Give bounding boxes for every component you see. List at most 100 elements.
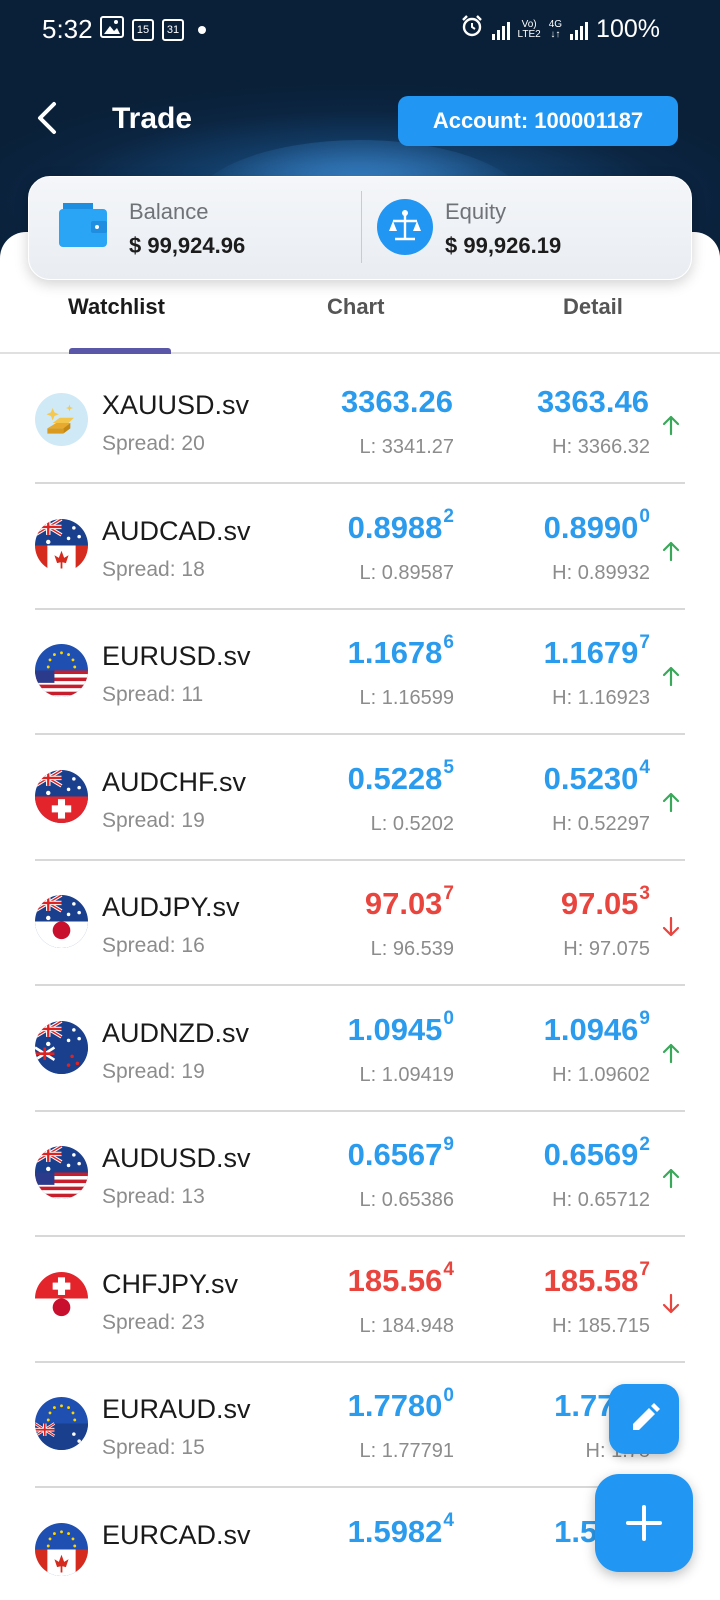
symbol-name: AUDJPY.sv: [102, 892, 240, 923]
signal-icon: [492, 20, 510, 40]
status-bar: 5:32 15 31 Vo) LTE2 4G ↓↑ 100%: [0, 0, 720, 60]
arrow-down-icon: [661, 916, 681, 938]
symbol-flag-icon: [35, 1272, 88, 1325]
back-arrow-icon: [30, 98, 66, 138]
symbol-name: EURAUD.sv: [102, 1394, 251, 1425]
ask-price: 97.053: [561, 886, 650, 922]
tab-detail[interactable]: Detail: [563, 294, 623, 320]
symbol-name: CHFJPY.sv: [102, 1269, 238, 1300]
arrow-up-icon: [661, 540, 681, 562]
ask-price: 1.09469: [544, 1012, 650, 1048]
bid-price-pip: 5: [443, 757, 454, 778]
volte-label: Vo): [518, 20, 541, 30]
arrow-up-icon: [661, 665, 681, 687]
back-button[interactable]: [30, 98, 66, 138]
status-right-icons: Vo) LTE2 4G ↓↑ 100%: [460, 14, 660, 45]
bid-price: 1.09450: [348, 1012, 454, 1048]
high-price: H: 0.89932: [552, 562, 650, 585]
equity-scale-icon: [377, 199, 433, 255]
edit-button[interactable]: [609, 1384, 679, 1454]
spread-value: Spread: 20: [102, 432, 205, 456]
bid-price-pip: 7: [443, 883, 454, 904]
account-button[interactable]: Account: 100001187: [398, 96, 678, 146]
symbol-name: AUDNZD.sv: [102, 1018, 249, 1049]
image-icon: [100, 16, 124, 43]
bid-price: 1.16786: [348, 635, 454, 671]
bid-price-main: 1.0945: [348, 1012, 443, 1047]
bid-price: 3363.26: [341, 384, 454, 420]
balance-value: $ 99,924.96: [129, 233, 245, 259]
watchlist-row[interactable]: XAUUSD.sv Spread: 20 3363.26 3363.46 L: 3341…: [0, 356, 720, 484]
bid-price-pip: 0: [443, 1385, 454, 1406]
signal-icon: [570, 20, 588, 40]
tab-indicator: [69, 348, 171, 354]
ask-price-pip: 7: [639, 632, 650, 653]
low-price: L: 1.09419: [359, 1064, 454, 1087]
ask-price-pip: 2: [639, 1134, 650, 1155]
low-price: L: 3341.27: [359, 436, 454, 459]
low-price: L: 0.65386: [359, 1189, 454, 1212]
high-price: H: 97.075: [563, 938, 650, 961]
bid-price-main: 97.03: [365, 886, 443, 921]
bid-price-main: 0.5228: [348, 761, 443, 796]
tab-watchlist[interactable]: Watchlist: [68, 294, 165, 320]
ask-price-main: 1.1679: [544, 635, 639, 670]
watchlist-row[interactable]: CHFJPY.sv Spread: 23 185.564 185.587 L: 184.…: [0, 1235, 720, 1363]
watchlist-row[interactable]: AUDUSD.sv Spread: 13 0.65679 0.65692 L: 0.65…: [0, 1109, 720, 1237]
calendar-31-icon: 31: [162, 19, 184, 41]
balance-label: Balance: [129, 199, 209, 225]
watchlist-row[interactable]: AUDNZD.sv Spread: 19 1.09450 1.09469 L: 1.09…: [0, 984, 720, 1112]
balance-card: Balance $ 99,924.96 Equity $ 99,926.19: [28, 176, 692, 280]
bid-price: 1.77800: [348, 1388, 454, 1424]
arrow-up-icon: [661, 1042, 681, 1064]
4g-icon: 4G ↓↑: [549, 20, 562, 40]
symbol-flag-icon: [35, 644, 88, 697]
status-time: 5:32: [42, 14, 93, 45]
high-price: H: 1.16923: [552, 687, 650, 710]
alarm-icon: [460, 14, 484, 45]
spread-value: Spread: 23: [102, 1311, 205, 1335]
bid-price-pip: 4: [443, 1259, 454, 1280]
tab-bar: Watchlist Chart Detail: [0, 290, 720, 354]
lte-label: LTE2: [518, 30, 541, 40]
notification-dot-icon: [198, 26, 206, 34]
ask-price-main: 1.0946: [544, 1012, 639, 1047]
symbol-flag-icon: [35, 1397, 88, 1450]
low-price: L: 96.539: [371, 938, 454, 961]
low-price: L: 0.5202: [371, 813, 454, 836]
ask-price-pip: 3: [639, 883, 650, 904]
ask-price-main: 185.58: [544, 1263, 639, 1298]
watchlist-row[interactable]: AUDCHF.sv Spread: 19 0.52285 0.52304 L: 0.52…: [0, 733, 720, 861]
spread-value: Spread: 11: [102, 683, 203, 707]
bid-price-main: 0.6567: [348, 1137, 443, 1172]
add-symbol-button[interactable]: [595, 1474, 693, 1572]
ask-price: 1.16797: [544, 635, 650, 671]
watchlist-row[interactable]: AUDJPY.sv Spread: 16 97.037 97.053 L: 96.539…: [0, 858, 720, 986]
tab-chart[interactable]: Chart: [327, 294, 384, 320]
volte-lte2-icon: Vo) LTE2: [518, 20, 541, 40]
arrow-up-icon: [661, 1167, 681, 1189]
bid-price-pip: 4: [443, 1510, 454, 1531]
symbol-flag-icon: [35, 1146, 88, 1199]
ask-price-main: 97.05: [561, 886, 639, 921]
symbol-name: AUDCHF.sv: [102, 767, 246, 798]
low-price: L: 1.77791: [359, 1440, 454, 1463]
ask-price-main: 0.6569: [544, 1137, 639, 1172]
bid-price: 0.65679: [348, 1137, 454, 1173]
ask-price-pip: 4: [639, 757, 650, 778]
spread-value: Spread: 15: [102, 1436, 205, 1460]
symbol-name: AUDCAD.sv: [102, 516, 251, 547]
ask-price-pip: 9: [639, 1008, 650, 1029]
watchlist-row[interactable]: EURUSD.sv Spread: 11 1.16786 1.16797 L: 1.16…: [0, 607, 720, 735]
high-price: H: 1.09602: [552, 1064, 650, 1087]
low-price: L: 1.16599: [359, 687, 454, 710]
pencil-icon: [609, 1384, 679, 1454]
symbol-flag-icon: [35, 1021, 88, 1074]
ask-price: 0.89900: [544, 510, 650, 546]
symbol-flag-icon: [35, 1523, 88, 1576]
bid-price: 0.52285: [348, 761, 454, 797]
watchlist-row[interactable]: AUDCAD.sv Spread: 18 0.89882 0.89900 L: 0.89…: [0, 482, 720, 610]
ask-price-main: 3363.46: [537, 384, 649, 419]
symbol-flag-icon: [35, 393, 88, 446]
wallet-icon: [57, 199, 109, 249]
